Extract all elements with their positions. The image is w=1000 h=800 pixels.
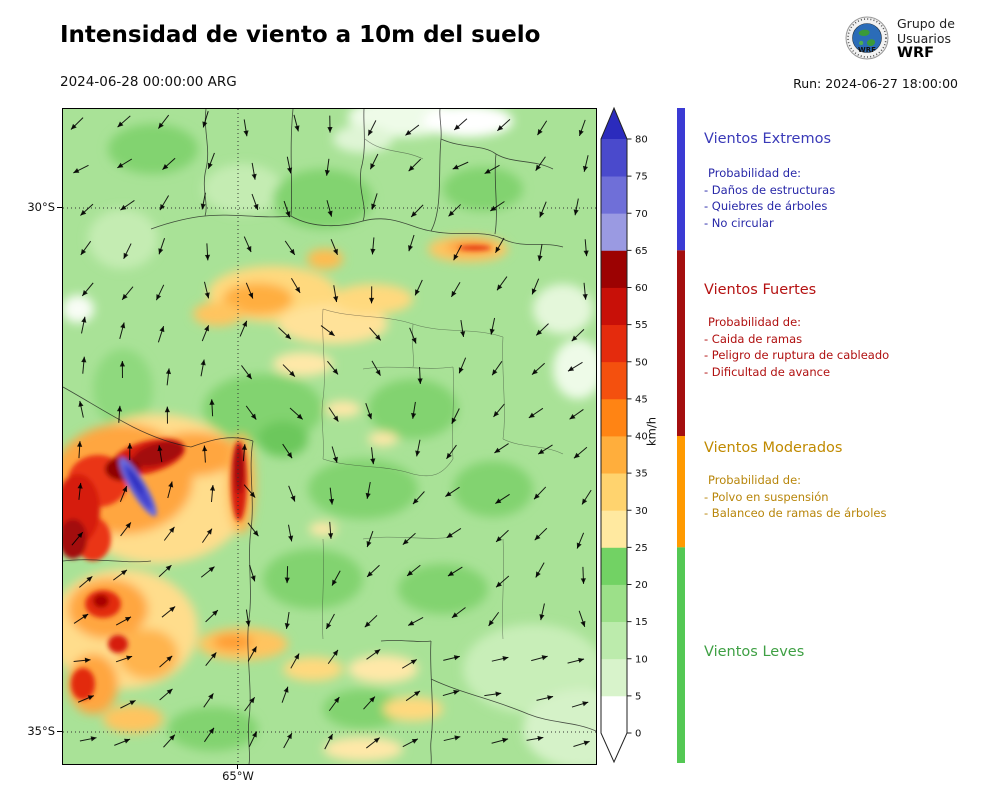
svg-text:40: 40	[635, 432, 648, 443]
legend-body: Probabilidad de: - Caida de ramas - Peli…	[704, 314, 996, 380]
logo-line2: Usuarios	[897, 30, 952, 46]
graticule-lines	[63, 109, 596, 764]
svg-text:5: 5	[635, 691, 641, 702]
svg-text:75: 75	[635, 172, 648, 183]
legend-vientos-extremos: Vientos Extremos Probabilidad de: - Daño…	[704, 131, 996, 231]
legend-item: - Caida de ramas	[704, 331, 803, 346]
province-boundaries	[63, 109, 596, 764]
legend-prob-header: Probabilidad de:	[708, 473, 802, 487]
legend-item: - Polvo en suspensión	[704, 489, 829, 504]
svg-text:70: 70	[635, 209, 648, 220]
legend-vientos-fuertes: Vientos Fuertes Probabilidad de: - Caida…	[704, 282, 996, 380]
lat-tick-label-35s: 35°S	[27, 724, 55, 738]
department-boundaries	[321, 138, 564, 640]
legend-prob-header: Probabilidad de:	[708, 315, 802, 329]
logo-line3: WRF	[897, 44, 935, 61]
logo-text: Grupo de Usuarios WRF	[897, 16, 955, 61]
legend-vientos-leves: Vientos Leves	[704, 644, 996, 660]
lat-tick-35s	[57, 731, 62, 732]
colorbar: 0 5 10 15 20 25 30 35 40 45 50 55 60 65 70 75 80	[598, 106, 678, 766]
svg-text:0: 0	[635, 729, 641, 740]
legend-item: - Balanceo de ramas de árboles	[704, 506, 887, 520]
globe-icon: WRF	[845, 16, 889, 60]
legend-prob-header: Probabilidad de:	[708, 166, 802, 180]
svg-text:45: 45	[635, 394, 648, 405]
legend-title: Vientos Moderados	[704, 440, 843, 456]
svg-text:55: 55	[635, 320, 648, 331]
lat-tick-label-30s: 30°S	[27, 200, 55, 214]
legend-item: - Dificultad de avance	[704, 364, 831, 379]
lon-tick-65w	[237, 764, 238, 769]
legend-item: - Peligro de ruptura de cableado	[704, 348, 890, 362]
wind-field-layer	[63, 109, 596, 764]
legend-body: Probabilidad de: - Daños de estructuras …	[704, 165, 996, 231]
svg-text:30: 30	[635, 506, 648, 517]
svg-text:35: 35	[635, 469, 648, 480]
category-color-bar	[677, 108, 685, 763]
svg-text:20: 20	[635, 580, 648, 591]
legend-title: Vientos Fuertes	[704, 282, 817, 298]
legend-body: Probabilidad de: - Polvo en suspensión -…	[704, 472, 996, 522]
severe-wind-cores	[63, 245, 491, 700]
legend-title: Vientos Leves	[704, 644, 805, 660]
wrf-logo: WRF Grupo de Usuarios WRF	[845, 12, 995, 64]
colorbar-unit-label: km/h	[644, 416, 659, 447]
svg-text:WRF: WRF	[858, 46, 876, 54]
svg-text:65: 65	[635, 246, 648, 257]
svg-text:25: 25	[635, 543, 648, 554]
legend-vientos-moderados: Vientos Moderados Probabilidad de: - Pol…	[704, 440, 996, 522]
wind-arrows	[70, 111, 592, 750]
svg-text:60: 60	[635, 283, 648, 294]
legend-title: Vientos Extremos	[704, 131, 832, 147]
svg-text:15: 15	[635, 617, 648, 628]
page-title: Intensidad de viento a 10m del suelo	[60, 22, 541, 48]
logo-line1: Grupo de	[897, 15, 955, 31]
svg-text:10: 10	[635, 654, 648, 665]
legend-item: - No circular	[704, 215, 774, 230]
legend-item: - Quiebres de árboles	[704, 199, 828, 213]
svg-text:80: 80	[635, 135, 648, 146]
valid-time-label: 2024-06-28 00:00:00 ARG	[60, 74, 237, 90]
wind-intensity-map	[62, 108, 597, 765]
colorbar-svg: 0 5 10 15 20 25 30 35 40 45 50 55 60 65 70 75 80	[600, 106, 648, 764]
legend-item: - Daños de estructuras	[704, 182, 836, 197]
model-run-label: Run: 2024-06-27 18:00:00	[793, 76, 958, 91]
lon-tick-label-65w: 65°W	[222, 769, 254, 783]
svg-text:50: 50	[635, 357, 648, 368]
lat-tick-30s	[57, 207, 62, 208]
